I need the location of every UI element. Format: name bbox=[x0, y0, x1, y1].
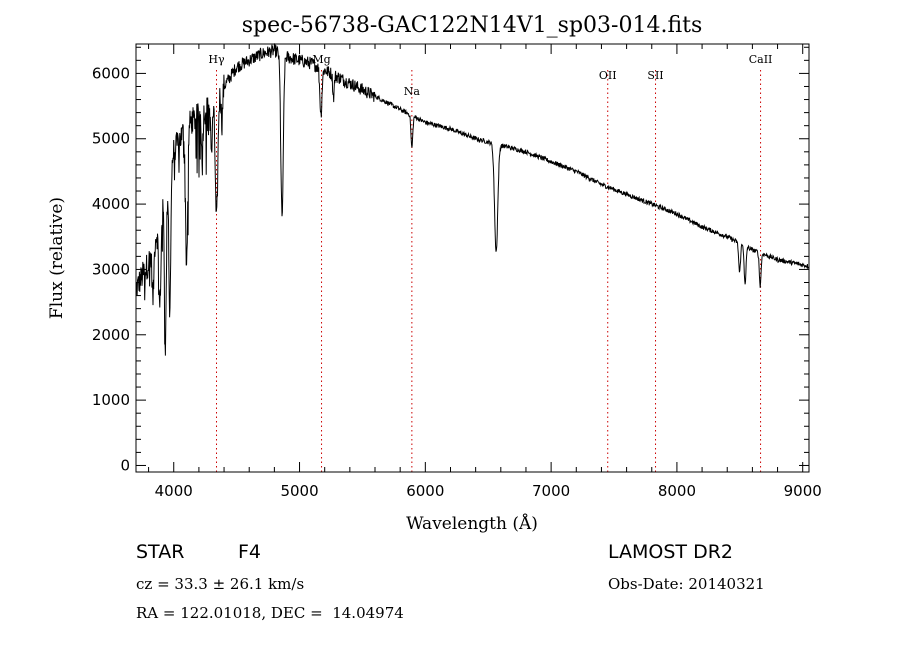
y-tick-label: 6000 bbox=[92, 64, 130, 82]
line-marker-label: Hγ bbox=[208, 53, 225, 66]
x-tick-label: 7000 bbox=[532, 482, 570, 500]
plot-frame bbox=[135, 43, 810, 473]
y-axis-label: Flux (relative) bbox=[47, 197, 67, 319]
y-tick-label: 0 bbox=[120, 456, 130, 474]
x-tick-label: 9000 bbox=[784, 482, 822, 500]
survey-name: LAMOST DR2 bbox=[608, 541, 733, 563]
x-tick-label: 4000 bbox=[155, 482, 193, 500]
y-tick-label: 5000 bbox=[92, 130, 130, 148]
line-marker-label: Na bbox=[404, 85, 421, 98]
x-tick-label: 8000 bbox=[658, 482, 696, 500]
object-subclass: F4 bbox=[238, 541, 262, 563]
axis-ticks: 4000 5000 6000 7000 8000 9000 0 1000 2000 3000 400… bbox=[92, 44, 822, 500]
x-axis-label: Wavelength (Å) bbox=[406, 513, 538, 534]
object-class: STAR bbox=[136, 541, 185, 563]
y-tick-label: 1000 bbox=[92, 391, 130, 409]
line-markers: Hγ Mg Na OII SII CaII bbox=[208, 53, 772, 472]
observation-date: Obs-Date: 20140321 bbox=[608, 575, 765, 593]
chart-title: spec-56738-GAC122N14V1_sp03-014.fits bbox=[242, 13, 703, 38]
redshift-velocity: cz = 33.3 ± 26.1 km/s bbox=[136, 575, 305, 593]
spectrum-line bbox=[135, 42, 810, 356]
y-tick-label: 4000 bbox=[92, 195, 130, 213]
y-tick-label: 2000 bbox=[92, 326, 130, 344]
line-marker-label: OII bbox=[599, 69, 617, 82]
x-tick-label: 6000 bbox=[406, 482, 444, 500]
line-marker-label: SII bbox=[647, 69, 663, 82]
x-tick-label: 5000 bbox=[280, 482, 318, 500]
line-marker-label: CaII bbox=[749, 53, 773, 66]
y-tick-label: 3000 bbox=[92, 260, 130, 278]
line-marker-label: Mg bbox=[312, 53, 330, 66]
coordinates: RA = 122.01018, DEC = 14.04974 bbox=[136, 604, 404, 622]
